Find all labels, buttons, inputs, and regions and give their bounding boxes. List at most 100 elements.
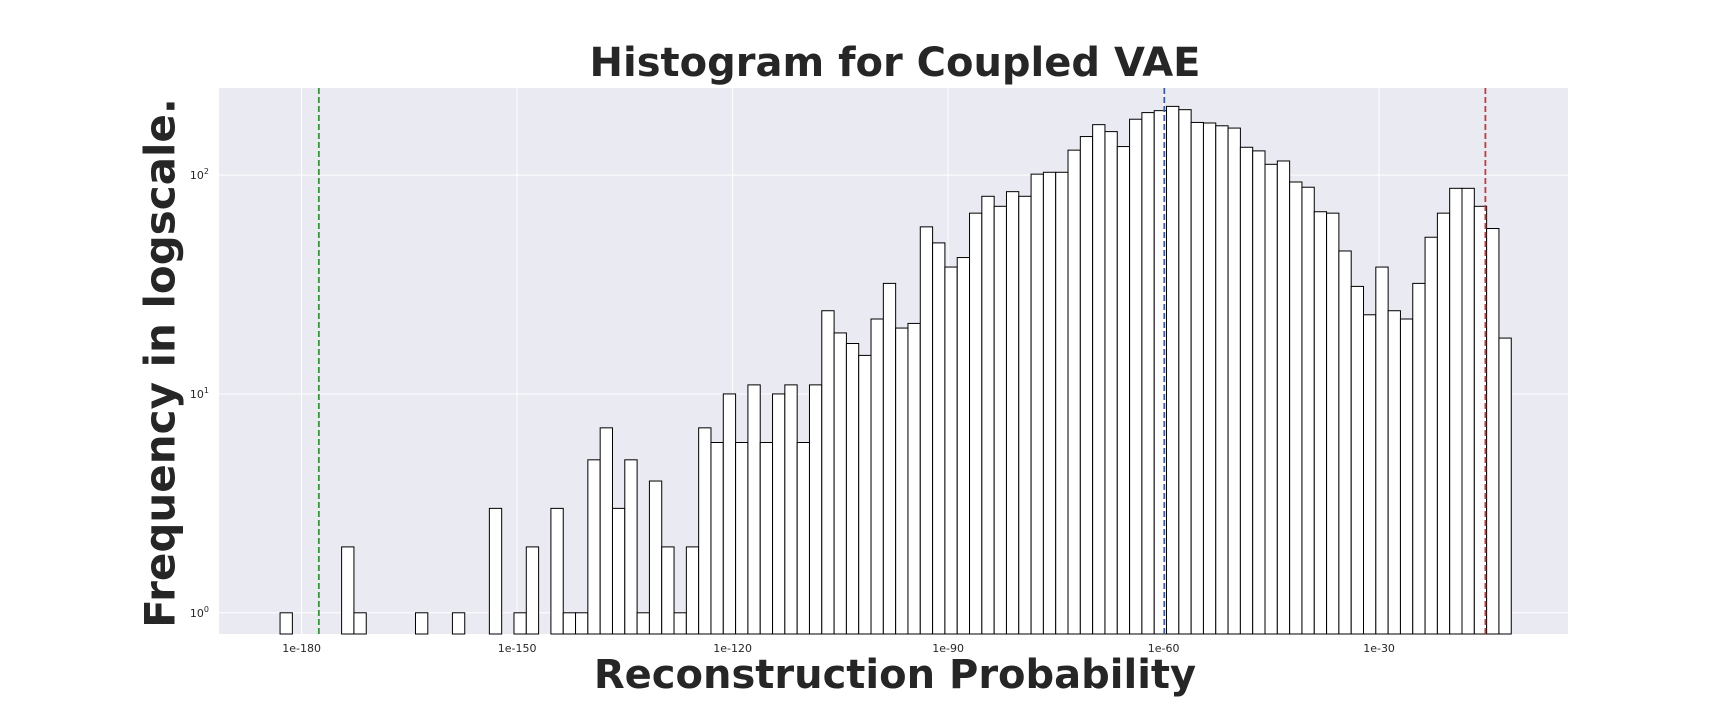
histogram-bar (1018, 195, 1032, 635)
histogram-bar (1276, 160, 1291, 635)
bar-layer (279, 105, 1512, 635)
histogram-bar (550, 507, 564, 635)
histogram-bar (981, 195, 995, 635)
histogram-bar (1055, 171, 1069, 635)
histogram-bar (895, 327, 909, 635)
histogram-bar (1202, 122, 1217, 635)
histogram-bar (451, 612, 466, 635)
histogram-bar (710, 441, 724, 635)
x-tick-label: 1e-90 (932, 642, 964, 655)
histogram-bar (673, 612, 687, 635)
histogram-bar (1301, 186, 1315, 635)
histogram-bar (279, 612, 293, 635)
histogram-bar (858, 354, 872, 635)
histogram-bar (698, 427, 712, 635)
histogram-bar (685, 546, 700, 635)
histogram-bar (993, 205, 1007, 635)
histogram-bar (1166, 105, 1180, 635)
histogram-bar (562, 612, 577, 635)
histogram-bar (1424, 236, 1438, 635)
x-tick-label: 1e-30 (1363, 642, 1395, 655)
histogram-bar (1215, 125, 1229, 635)
x-tick-labels: 1e-180 1e-150 1e-120 1e-90 1e-60 1e-30 (282, 642, 1395, 655)
histogram-bar (845, 343, 860, 635)
histogram-bar (747, 384, 761, 635)
histogram-bar (759, 441, 774, 635)
histogram-bar (1178, 109, 1192, 635)
histogram-bar (648, 480, 663, 635)
histogram-bar (575, 612, 589, 635)
histogram-bar (932, 242, 946, 635)
histogram-bar (636, 612, 650, 635)
histogram-bar (414, 612, 429, 635)
histogram-bar (1449, 187, 1463, 635)
histogram-bar (1399, 318, 1414, 635)
histogram-bar (1092, 124, 1106, 635)
histogram-bar (353, 612, 367, 635)
histogram-bar (1461, 187, 1475, 635)
histogram-bar (1190, 121, 1204, 635)
histogram-bar (1326, 212, 1340, 635)
histogram-bar (796, 441, 810, 635)
histogram-bar (1363, 314, 1377, 635)
reference-lines (317, 88, 1487, 634)
histogram-bar (907, 322, 921, 635)
histogram-bar (784, 384, 798, 635)
histogram-bar (488, 507, 503, 635)
histogram-bar (1141, 112, 1155, 635)
x-axis-label: Reconstruction Probability (593, 652, 1197, 698)
histogram-bar (1313, 211, 1328, 635)
histogram-bar (808, 384, 823, 635)
histogram-bar (1264, 163, 1278, 635)
histogram-bar (870, 318, 884, 635)
histogram-bar (1350, 285, 1365, 635)
histogram-bar (1375, 266, 1389, 635)
histogram-bar (624, 459, 638, 635)
histogram-bar (1252, 150, 1266, 635)
histogram-bar (1116, 146, 1131, 635)
x-tick-label: 1e-60 (1148, 642, 1180, 655)
histogram-bar (821, 310, 835, 635)
histogram-bar (944, 266, 958, 635)
histogram-bar (1067, 149, 1081, 635)
chart-title: Histogram for Coupled VAE (589, 40, 1201, 86)
histogram-bar (1227, 127, 1241, 635)
histogram-bar (919, 226, 934, 635)
histogram-bar (1486, 228, 1500, 635)
histogram-bar (1104, 131, 1118, 635)
histogram-bar (599, 427, 613, 635)
histogram-bar (1030, 173, 1044, 635)
histogram-bar (772, 393, 786, 635)
y-tick-label: 102 (190, 167, 209, 182)
histogram-bar (1436, 212, 1451, 635)
histogram-bar (1239, 146, 1254, 635)
histogram-bar (1412, 282, 1426, 635)
histogram-bar (1005, 191, 1020, 635)
x-tick-label: 1e-150 (498, 642, 537, 655)
histogram-bar (1129, 118, 1143, 635)
histogram-bar (611, 507, 626, 635)
histogram-bar (341, 546, 355, 635)
histogram-bar (513, 612, 527, 635)
histogram-bar (587, 459, 601, 635)
histogram-bar (1079, 136, 1094, 635)
histogram-bar (969, 212, 983, 635)
histogram-bar (1387, 310, 1401, 635)
histogram-bar (956, 257, 971, 635)
histogram-bar (1338, 250, 1352, 635)
histogram-bar (722, 393, 737, 635)
y-tick-label: 101 (190, 386, 209, 401)
histogram-bar (525, 546, 540, 635)
histogram-bar (1498, 337, 1512, 635)
histogram-bar (661, 546, 675, 635)
histogram-bar (882, 282, 897, 635)
x-tick-label: 1e-180 (282, 642, 321, 655)
histogram-bar (1289, 181, 1303, 635)
histogram-bar (833, 332, 847, 635)
y-tick-labels: 100 101 102 (190, 167, 209, 620)
x-tick-label: 1e-120 (713, 642, 752, 655)
histogram-bar (1042, 171, 1057, 635)
histogram-bar (735, 441, 749, 635)
y-tick-label: 100 (190, 605, 209, 620)
